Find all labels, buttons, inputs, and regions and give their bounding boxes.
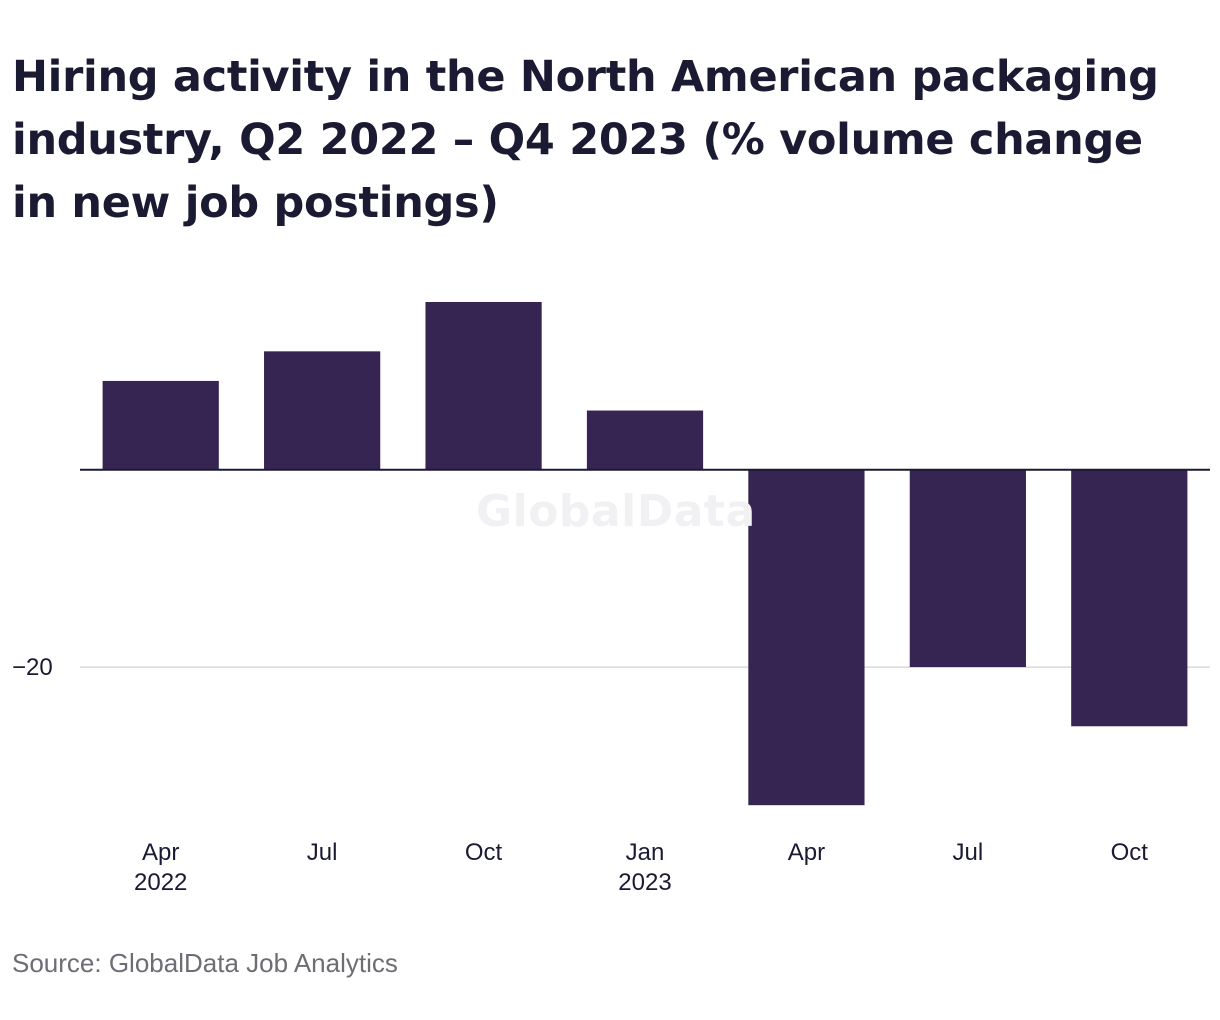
- watermark-text: GlobalData: [476, 486, 756, 537]
- bar: [909, 469, 1026, 668]
- x-tick-label: 2022: [134, 869, 187, 896]
- y-tick-label: −20: [12, 654, 53, 681]
- bars: [102, 302, 1188, 806]
- bar: [1071, 469, 1188, 727]
- x-tick-label: Oct: [465, 839, 503, 866]
- chart-title: Hiring activity in the North American pa…: [12, 52, 1159, 228]
- x-tick-label: Jul: [307, 839, 338, 866]
- y-axis-tick-labels: −20: [12, 654, 53, 681]
- bar: [102, 380, 219, 470]
- x-axis-tick-labels: Apr 2022 Jul Oct Jan 2023 Apr Jul Oct: [134, 839, 1148, 896]
- x-tick-label: Jan: [626, 839, 665, 866]
- x-tick-label: 2023: [618, 869, 671, 896]
- bar: [264, 351, 381, 470]
- x-tick-label: Jul: [953, 839, 984, 866]
- x-tick-label: Apr: [142, 839, 179, 866]
- source-note: Source: GlobalData Job Analytics: [12, 948, 398, 978]
- bar: [748, 469, 865, 806]
- x-tick-label: Oct: [1111, 839, 1149, 866]
- bar: [425, 302, 542, 470]
- x-tick-label: Apr: [788, 839, 825, 866]
- bar: [586, 410, 704, 470]
